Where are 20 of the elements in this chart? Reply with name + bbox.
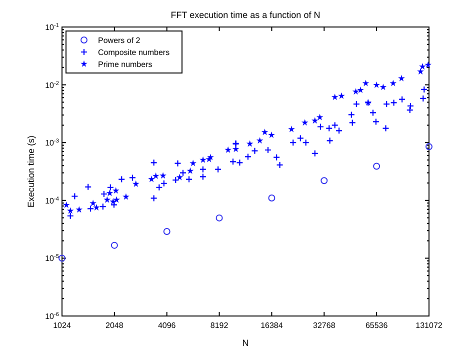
y-tick-label: 10$^{-1}$ <box>45 23 59 32</box>
x-tick-label: 8192 <box>210 321 229 330</box>
x-tick-label: 4096 <box>158 321 176 330</box>
y-tick-label: 10$^{-3}$ <box>45 138 59 148</box>
legend-label: Composite numbers <box>98 48 170 57</box>
legend-label: Prime numbers <box>98 60 152 69</box>
y-tick-label: 10$^{-5}$ <box>45 254 59 264</box>
x-tick-label: 32768 <box>313 321 336 330</box>
x-tick-label: 131072 <box>416 321 443 330</box>
y-tick-label: 10$^{-2}$ <box>45 80 59 90</box>
chart-title: FFT execution time as a function of N <box>170 10 320 20</box>
y-tick-label: 10$^{-6}$ <box>45 312 59 321</box>
x-axis-title: N <box>242 338 249 348</box>
x-tick-label: 1024 <box>53 321 72 330</box>
x-tick-label: 16384 <box>260 321 284 330</box>
y-tick-label: 10$^{-4}$ <box>45 196 59 206</box>
x-tick-label: 65536 <box>365 321 388 330</box>
y-axis-title: Execution time (s) <box>26 135 36 208</box>
legend-label: Powers of 2 <box>98 36 141 45</box>
x-tick-label: 2048 <box>106 321 124 330</box>
